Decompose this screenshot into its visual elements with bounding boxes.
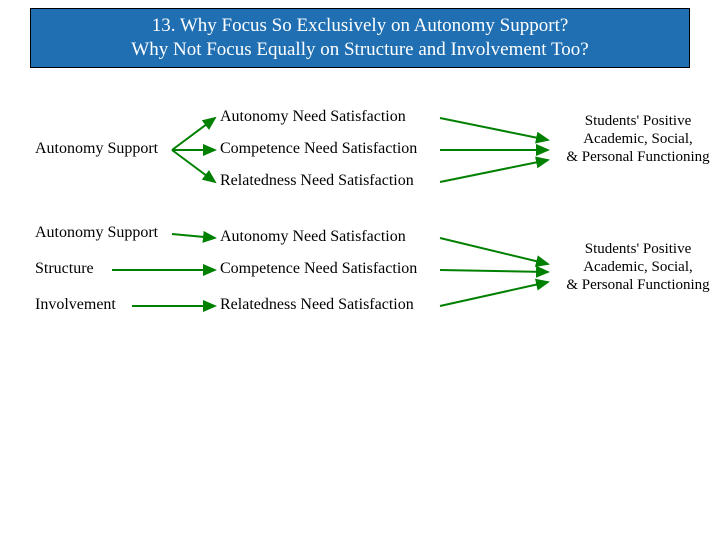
arrow bbox=[440, 238, 548, 264]
arrow bbox=[172, 234, 215, 238]
arrow bbox=[172, 150, 215, 182]
arrow bbox=[440, 160, 548, 182]
arrow bbox=[440, 270, 548, 272]
arrow bbox=[440, 282, 548, 306]
arrow bbox=[440, 118, 548, 140]
arrows-layer bbox=[0, 0, 720, 540]
arrow bbox=[172, 118, 215, 150]
